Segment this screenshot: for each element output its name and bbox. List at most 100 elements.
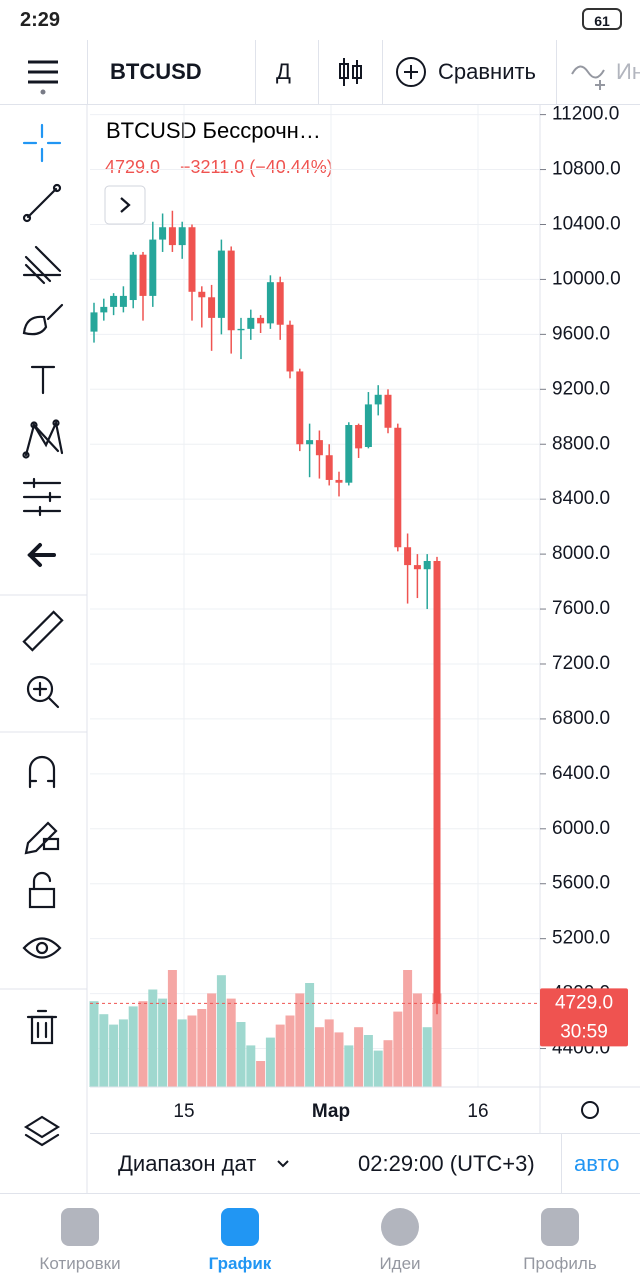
visibility-tool[interactable] — [22, 937, 62, 959]
volume-bar — [412, 993, 422, 1087]
zoom-tool[interactable] — [26, 675, 60, 709]
grid — [90, 105, 540, 1087]
y-tick-label: 7200.0 — [552, 653, 610, 674]
delete-tool[interactable] — [26, 1009, 58, 1045]
nav-label: График — [208, 1254, 272, 1273]
pitchfork-tool[interactable] — [22, 245, 62, 285]
candle-body — [257, 317, 265, 324]
symbol-button[interactable]: BTCUSD — [110, 59, 202, 84]
candle-body — [374, 394, 382, 405]
candle-body — [404, 547, 412, 566]
candle-body — [227, 250, 235, 331]
y-tick-label: 6000.0 — [552, 818, 610, 839]
y-tick-label: 8000.0 — [552, 543, 610, 564]
volume-bar — [118, 1019, 128, 1087]
nav-label: Идеи — [379, 1254, 421, 1273]
candle-body — [100, 306, 108, 313]
trend-line-tool[interactable] — [22, 183, 62, 223]
hide-toolbar[interactable] — [27, 543, 56, 567]
pattern-tool[interactable] — [22, 419, 64, 459]
candle-body — [384, 394, 392, 428]
candle-body — [188, 227, 196, 292]
candle-body — [208, 297, 216, 318]
candle-body — [237, 328, 245, 331]
candle-body — [335, 479, 343, 483]
volume-bar — [314, 1027, 324, 1087]
volume-bar — [265, 1037, 275, 1087]
volume-bar — [285, 1015, 295, 1087]
drawing-toolbar — [0, 105, 88, 1193]
magnet-tool[interactable] — [28, 755, 56, 789]
interval-button[interactable]: Д — [276, 59, 291, 84]
top-toolbar: BTCUSD Д Сравнить Ин — [0, 40, 640, 105]
plot — [89, 210, 540, 1087]
nav-item[interactable]: График — [160, 1194, 320, 1281]
volume-bar — [109, 1024, 119, 1087]
y-tick-label: 5600.0 — [552, 873, 610, 894]
compare-button[interactable]: Сравнить — [438, 59, 537, 84]
candle-body — [217, 250, 225, 318]
candle-body — [90, 312, 98, 332]
status-time: 2:29 — [20, 9, 61, 31]
candle-body — [178, 227, 186, 246]
volume-bar — [216, 975, 226, 1087]
volume-bar — [236, 1022, 246, 1087]
y-tick-label: 9200.0 — [552, 378, 610, 399]
last-price-label: 4729.0 — [555, 992, 613, 1013]
candle-body — [286, 324, 294, 372]
y-tick-label: 7600.0 — [552, 598, 610, 619]
legend-toggle[interactable] — [104, 185, 146, 225]
candle-body — [394, 427, 402, 548]
status-bar: 2:29 61 — [0, 0, 640, 40]
nav-label: Котировки — [39, 1254, 121, 1273]
nav-item[interactable]: Идеи — [320, 1194, 480, 1281]
volume-bar — [246, 1045, 256, 1087]
ruler-tool[interactable] — [22, 610, 64, 652]
chart-title: BTCUSD Бессрочн… — [106, 118, 321, 143]
candle-icon — [339, 58, 362, 86]
candle-body — [413, 565, 421, 570]
volume-bar — [354, 1027, 364, 1087]
prediction-tool[interactable] — [22, 477, 62, 517]
lock-drawings-tool[interactable] — [24, 821, 60, 855]
date-range-button[interactable]: Диапазон дат — [118, 1151, 257, 1176]
crosshair-tool[interactable] — [22, 123, 62, 163]
candle-body — [198, 291, 206, 298]
volume-bar — [334, 1032, 344, 1087]
candle-body — [315, 440, 323, 456]
dropdown-arrow — [277, 1160, 289, 1168]
nav-label: Профиль — [523, 1254, 597, 1273]
layers-tool[interactable] — [23, 1115, 61, 1147]
y-tick-label: 8800.0 — [552, 433, 610, 454]
volume-bar — [403, 970, 413, 1087]
brush-tool[interactable] — [22, 303, 64, 336]
volume-bar — [373, 1050, 383, 1087]
nav-item[interactable]: Котировки — [0, 1194, 160, 1281]
settings-button[interactable] — [581, 1101, 599, 1119]
countdown-label: 30:59 — [560, 1021, 608, 1042]
candle-body — [110, 295, 118, 307]
candle-body — [345, 425, 353, 483]
bottom-nav: Котировки График Идеи Профиль — [0, 1193, 640, 1281]
candle-body — [159, 227, 167, 240]
candle-body — [129, 254, 137, 301]
candle-body — [119, 295, 127, 307]
text-tool[interactable] — [30, 365, 56, 395]
volume-bar — [99, 1014, 109, 1087]
volume-bar — [295, 993, 305, 1087]
indicators-button[interactable]: Ин — [616, 59, 640, 84]
y-tick-label: 8400.0 — [552, 488, 610, 509]
chart-type-button[interactable] — [330, 40, 370, 104]
volume-bar — [432, 993, 442, 1087]
menu-button[interactable] — [0, 40, 86, 104]
y-tick-label: 6400.0 — [552, 763, 610, 784]
timezone-button[interactable]: 02:29:00 (UTC+3) — [358, 1151, 535, 1176]
indicators-icon — [570, 40, 610, 104]
nav-item[interactable]: Профиль — [480, 1194, 640, 1281]
lock-tool[interactable] — [28, 871, 56, 909]
auto-scale-button[interactable]: авто — [574, 1151, 620, 1176]
volume-bar — [344, 1045, 354, 1087]
volume-bar — [324, 1019, 334, 1087]
bottom-bar: Диапазон дат 02:29:00 (UTC+3) авто — [90, 1133, 640, 1194]
